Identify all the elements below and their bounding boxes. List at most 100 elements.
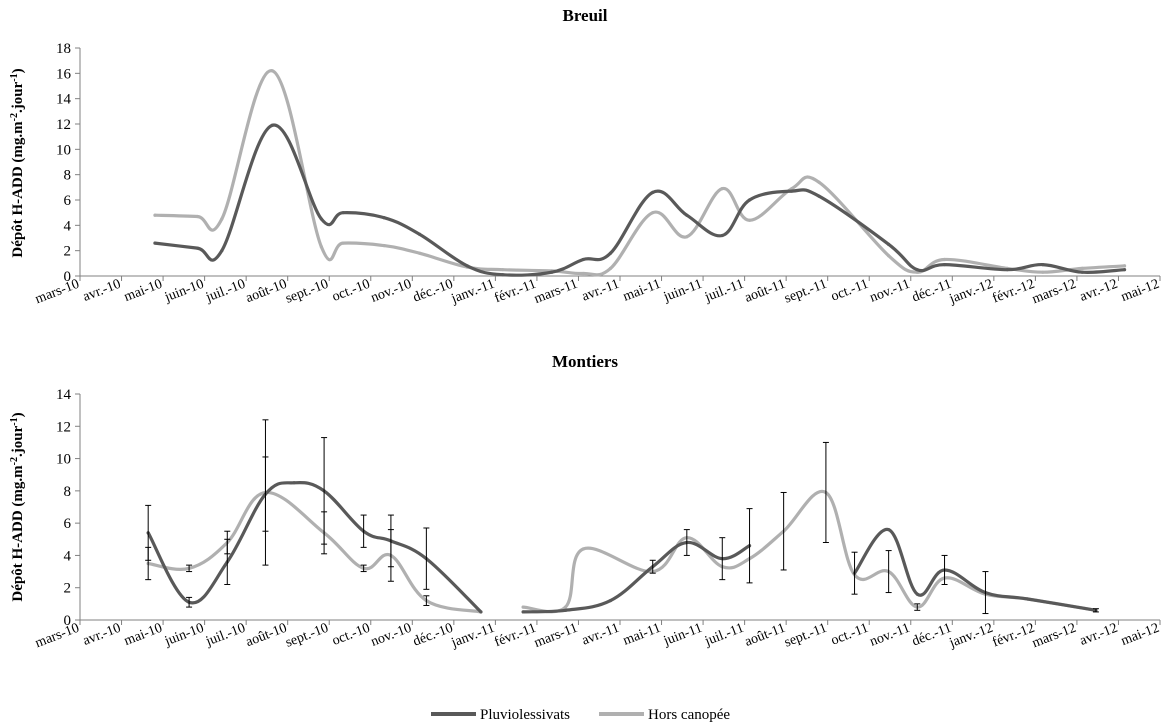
data-point-pluviolessivats [915,592,919,596]
x-tick-label: mars-12 [1030,277,1078,307]
data-point-hors-canopee [521,605,525,609]
y-tick-label: 14 [56,387,72,403]
series-line-pluviolessivats [153,123,1127,277]
data-point-pluviolessivats [292,481,296,485]
x-tick-label: mai-11 [621,621,663,649]
y-tick-label: 0 [64,269,72,285]
data-point-pluviolessivats [465,264,469,268]
data-point-pluviolessivats [651,190,655,194]
y-tick-label: 8 [64,484,72,500]
data-point-hors-canopee [942,257,947,262]
error-bar-hors-canopee [360,564,367,573]
error-bar-hors-canopee [321,511,328,555]
data-point-pluviolessivats [720,233,724,238]
data-point-hors-canopee [501,268,505,272]
data-point-pluviolessivats [153,241,157,245]
x-tick-label: mai-12 [1119,621,1161,649]
data-point-pluviolessivats [1005,268,1009,272]
y-tick-label: 8 [64,168,72,184]
x-tick-label: févr.-12 [990,621,1036,651]
x-tick-label: déc.-11 [910,621,954,650]
x-tick-label: sept.-11 [782,621,829,651]
x-tick-label: mars-10 [33,621,81,651]
error-bar-pluviolessivats [186,596,193,608]
data-point-hors-canopee [341,241,345,245]
data-point-hors-canopee [417,251,422,255]
chart-title-montiers: Montiers [552,352,618,371]
data-point-pluviolessivats [382,216,386,220]
x-tick-label: nov.-11 [868,277,912,306]
y-tick-label: 6 [64,516,72,532]
x-tick-label: nov.-10 [369,621,414,650]
data-point-pluviolessivats [417,232,422,236]
y-tick-label: 2 [64,244,72,260]
data-point-hors-canopee [608,266,613,270]
data-point-hors-canopee [747,218,752,222]
x-tick-label: juin-11 [661,277,705,306]
data-point-pluviolessivats [685,213,689,217]
error-bar-pluviolessivats [649,559,656,574]
x-tick-label: mai-11 [621,277,663,305]
chart-title-breuil: Breuil [562,6,607,25]
data-point-pluviolessivats [563,608,568,612]
data-point-pluviolessivats [942,263,947,267]
x-tick-label: juin-10 [162,277,206,306]
data-point-hors-canopee [581,271,585,276]
series-hors-canopee-montiers [146,489,1098,614]
x-tick-label: mars-11 [532,277,580,307]
error-bar-hors-canopee [224,530,231,555]
error-bar-pluviolessivats [423,527,430,590]
error-bar-hors-canopee [914,603,921,611]
data-point-hors-canopee [195,214,199,219]
error-bar-hors-canopee [145,546,152,581]
data-point-pluviolessivats [608,599,613,603]
data-point-hors-canopee [887,254,891,258]
x-tick-label: sept.-11 [782,277,829,307]
x-tick-label: oct.-10 [330,621,372,649]
x-tick-label: nov.-11 [868,621,912,650]
x-tick-label: févr.-11 [492,277,538,307]
x-tick-label: mai-10 [122,277,164,305]
data-point-hors-canopee [581,547,585,551]
data-point-pluviolessivats [479,610,483,614]
x-tick-label: juil.-10 [203,621,247,650]
series-line-hors-canopee [521,489,1098,614]
x-tick-label: août-10 [244,277,289,306]
x-tick-label: mai-10 [122,621,164,649]
data-point-pluviolessivats [341,211,345,215]
data-point-pluviolessivats [1041,263,1045,267]
data-point-pluviolessivats [1122,268,1127,272]
y-tick-label: 0 [64,613,72,629]
error-bar-pluviolessivats [982,571,989,615]
series-layer-breuil [153,69,1127,277]
error-bar-hors-canopee [885,550,892,594]
x-tick-label: juin-11 [661,621,705,650]
y-tick-label: 18 [56,41,71,57]
y-tick-label: 10 [56,452,71,468]
x-tick-label: mars-10 [33,277,81,307]
x-tick-label: avr.-11 [580,621,622,649]
x-tick-label: mars-12 [1030,621,1078,651]
x-tick-label: avr.-11 [580,277,622,305]
x-tick-label: mai-12 [1119,277,1161,305]
x-tick-label: avr.-10 [81,621,123,649]
x-tick-label: déc.-11 [910,277,954,306]
data-point-pluviolessivats [887,528,891,532]
x-tick-label: déc.-10 [411,621,455,650]
error-bar-hors-canopee [822,441,829,544]
x-tick-label: févr.-11 [492,621,538,651]
data-point-hors-canopee [685,235,689,239]
x-tick-label: sept.-10 [284,277,331,307]
x-tick-label: nov.-10 [369,277,414,306]
data-point-pluviolessivats [581,257,585,262]
series-line-hors-canopee [146,490,483,614]
error-bar-pluviolessivats [941,554,948,585]
error-bar-pluviolessivats [360,514,367,548]
x-tick-label: févr.-12 [990,277,1036,307]
error-bar-hors-canopee [423,595,430,606]
data-point-hors-canopee [382,244,386,248]
error-bar-pluviolessivats [683,529,690,556]
error-bar-pluviolessivats [719,537,726,581]
legend: Pluviolessivats Hors canopée [431,707,730,723]
data-point-hors-canopee [1122,264,1127,268]
